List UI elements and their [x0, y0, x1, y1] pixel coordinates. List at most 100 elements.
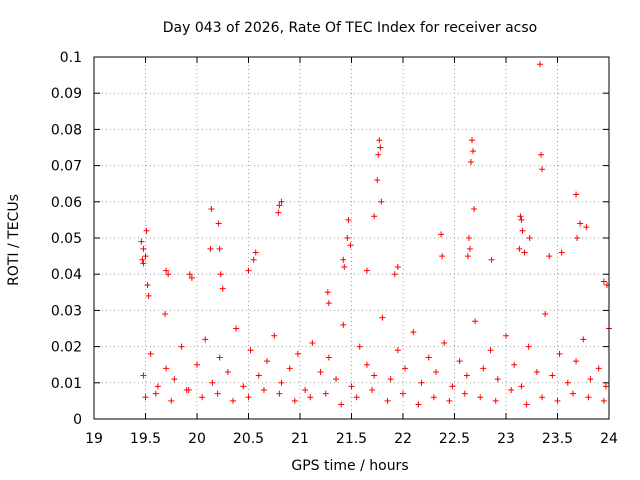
data-point-marker: [276, 202, 283, 209]
y-tick-label: 0.08: [51, 122, 82, 138]
data-point-marker: [345, 216, 352, 223]
data-point-marker: [577, 220, 584, 227]
chart-title: Day 043 of 2026, Rate Of TEC Index for r…: [163, 20, 538, 36]
data-point-marker: [418, 379, 425, 386]
data-point-marker: [333, 376, 340, 383]
y-tick-label: 0.05: [51, 231, 82, 247]
data-point-marker: [600, 278, 607, 285]
data-point-marker: [472, 318, 479, 325]
data-point-marker: [469, 137, 476, 144]
y-tick-label: 0.1: [60, 50, 82, 66]
data-point-marker: [250, 256, 257, 263]
data-point-marker: [147, 350, 154, 357]
data-point-marker: [465, 235, 472, 241]
y-tick-label: 0.09: [51, 86, 82, 102]
data-point-marker: [325, 354, 332, 361]
data-point-marker: [464, 253, 471, 260]
data-point-marker: [202, 336, 209, 343]
data-point-marker: [347, 242, 354, 249]
data-point-marker: [600, 397, 607, 404]
data-point-marker: [574, 235, 581, 241]
y-tick-label: 0.03: [51, 303, 82, 319]
data-point-marker: [208, 206, 215, 213]
data-point-marker: [494, 376, 501, 383]
data-point-marker: [260, 387, 267, 394]
data-point-marker: [163, 267, 170, 274]
data-point-marker: [171, 376, 178, 383]
data-point-marker: [477, 394, 484, 401]
data-point-marker: [480, 365, 487, 372]
data-point-marker: [348, 383, 355, 390]
x-tick-label: 22.5: [439, 431, 470, 447]
data-point-marker: [278, 379, 285, 386]
data-point-marker: [309, 339, 316, 346]
data-point-marker: [286, 365, 293, 372]
data-point-marker: [538, 151, 545, 158]
x-axis-title: GPS time / hours: [291, 458, 408, 474]
data-point-marker: [138, 238, 145, 245]
data-point-marker: [338, 401, 345, 408]
data-point-marker: [374, 177, 381, 184]
data-point-marker: [569, 390, 576, 397]
data-point-marker: [353, 394, 360, 401]
data-point-marker: [394, 263, 401, 270]
data-point-marker: [356, 343, 363, 350]
data-point-marker: [178, 343, 185, 350]
data-point-marker: [209, 379, 216, 386]
data-point-marker: [317, 368, 324, 375]
x-tick-label: 21.5: [336, 431, 367, 447]
data-point-marker: [142, 394, 149, 401]
data-point-marker: [549, 372, 556, 379]
data-point-marker: [143, 227, 150, 234]
data-point-marker: [466, 245, 473, 252]
data-point-marker: [461, 390, 468, 397]
data-point-marker: [363, 361, 370, 368]
data-point-marker: [446, 397, 453, 404]
data-point-marker: [199, 394, 206, 401]
data-point-marker: [216, 245, 223, 252]
data-point-marker: [307, 394, 314, 401]
x-tick-label: 23: [497, 431, 515, 447]
data-point-marker: [518, 216, 525, 223]
data-point-marker: [216, 354, 223, 361]
data-point-marker: [144, 282, 151, 289]
y-tick-label: 0.04: [51, 267, 82, 283]
data-point-marker: [542, 311, 549, 318]
data-point-marker: [387, 376, 394, 383]
data-point-marker: [162, 311, 169, 318]
data-point-marker: [511, 361, 518, 368]
data-point-marker: [154, 383, 161, 390]
data-point-marker: [488, 256, 495, 263]
data-point-marker: [546, 253, 553, 260]
data-point-marker: [245, 394, 252, 401]
data-point-marker: [492, 397, 499, 404]
data-point-marker: [324, 289, 331, 296]
x-tick-label: 20.5: [233, 431, 264, 447]
data-point-marker: [294, 350, 301, 357]
data-point-marker: [276, 390, 283, 397]
data-point-marker: [438, 231, 445, 238]
data-point-marker: [145, 292, 152, 299]
data-point-marker: [194, 361, 200, 368]
data-point-marker: [573, 358, 580, 365]
data-point-marker: [325, 300, 332, 307]
data-point-marker: [583, 224, 590, 231]
data-point-marker: [384, 397, 391, 404]
data-point-marker: [400, 390, 406, 397]
data-point-marker: [377, 144, 384, 151]
data-point-marker: [554, 397, 561, 404]
data-point-marker: [165, 271, 172, 278]
data-point-marker: [439, 253, 446, 260]
data-point-marker: [230, 397, 237, 404]
x-tick-label: 19: [85, 431, 103, 447]
data-point-marker: [536, 61, 543, 68]
data-point-marker: [322, 390, 329, 397]
data-point-marker: [168, 397, 175, 404]
data-point-marker: [207, 245, 214, 252]
x-tick-label: 24: [600, 431, 618, 447]
data-point-marker: [240, 383, 247, 390]
data-point-marker: [518, 383, 525, 390]
data-point-marker: [415, 401, 422, 408]
data-point-marker: [278, 198, 285, 205]
data-point-marker: [587, 376, 594, 383]
